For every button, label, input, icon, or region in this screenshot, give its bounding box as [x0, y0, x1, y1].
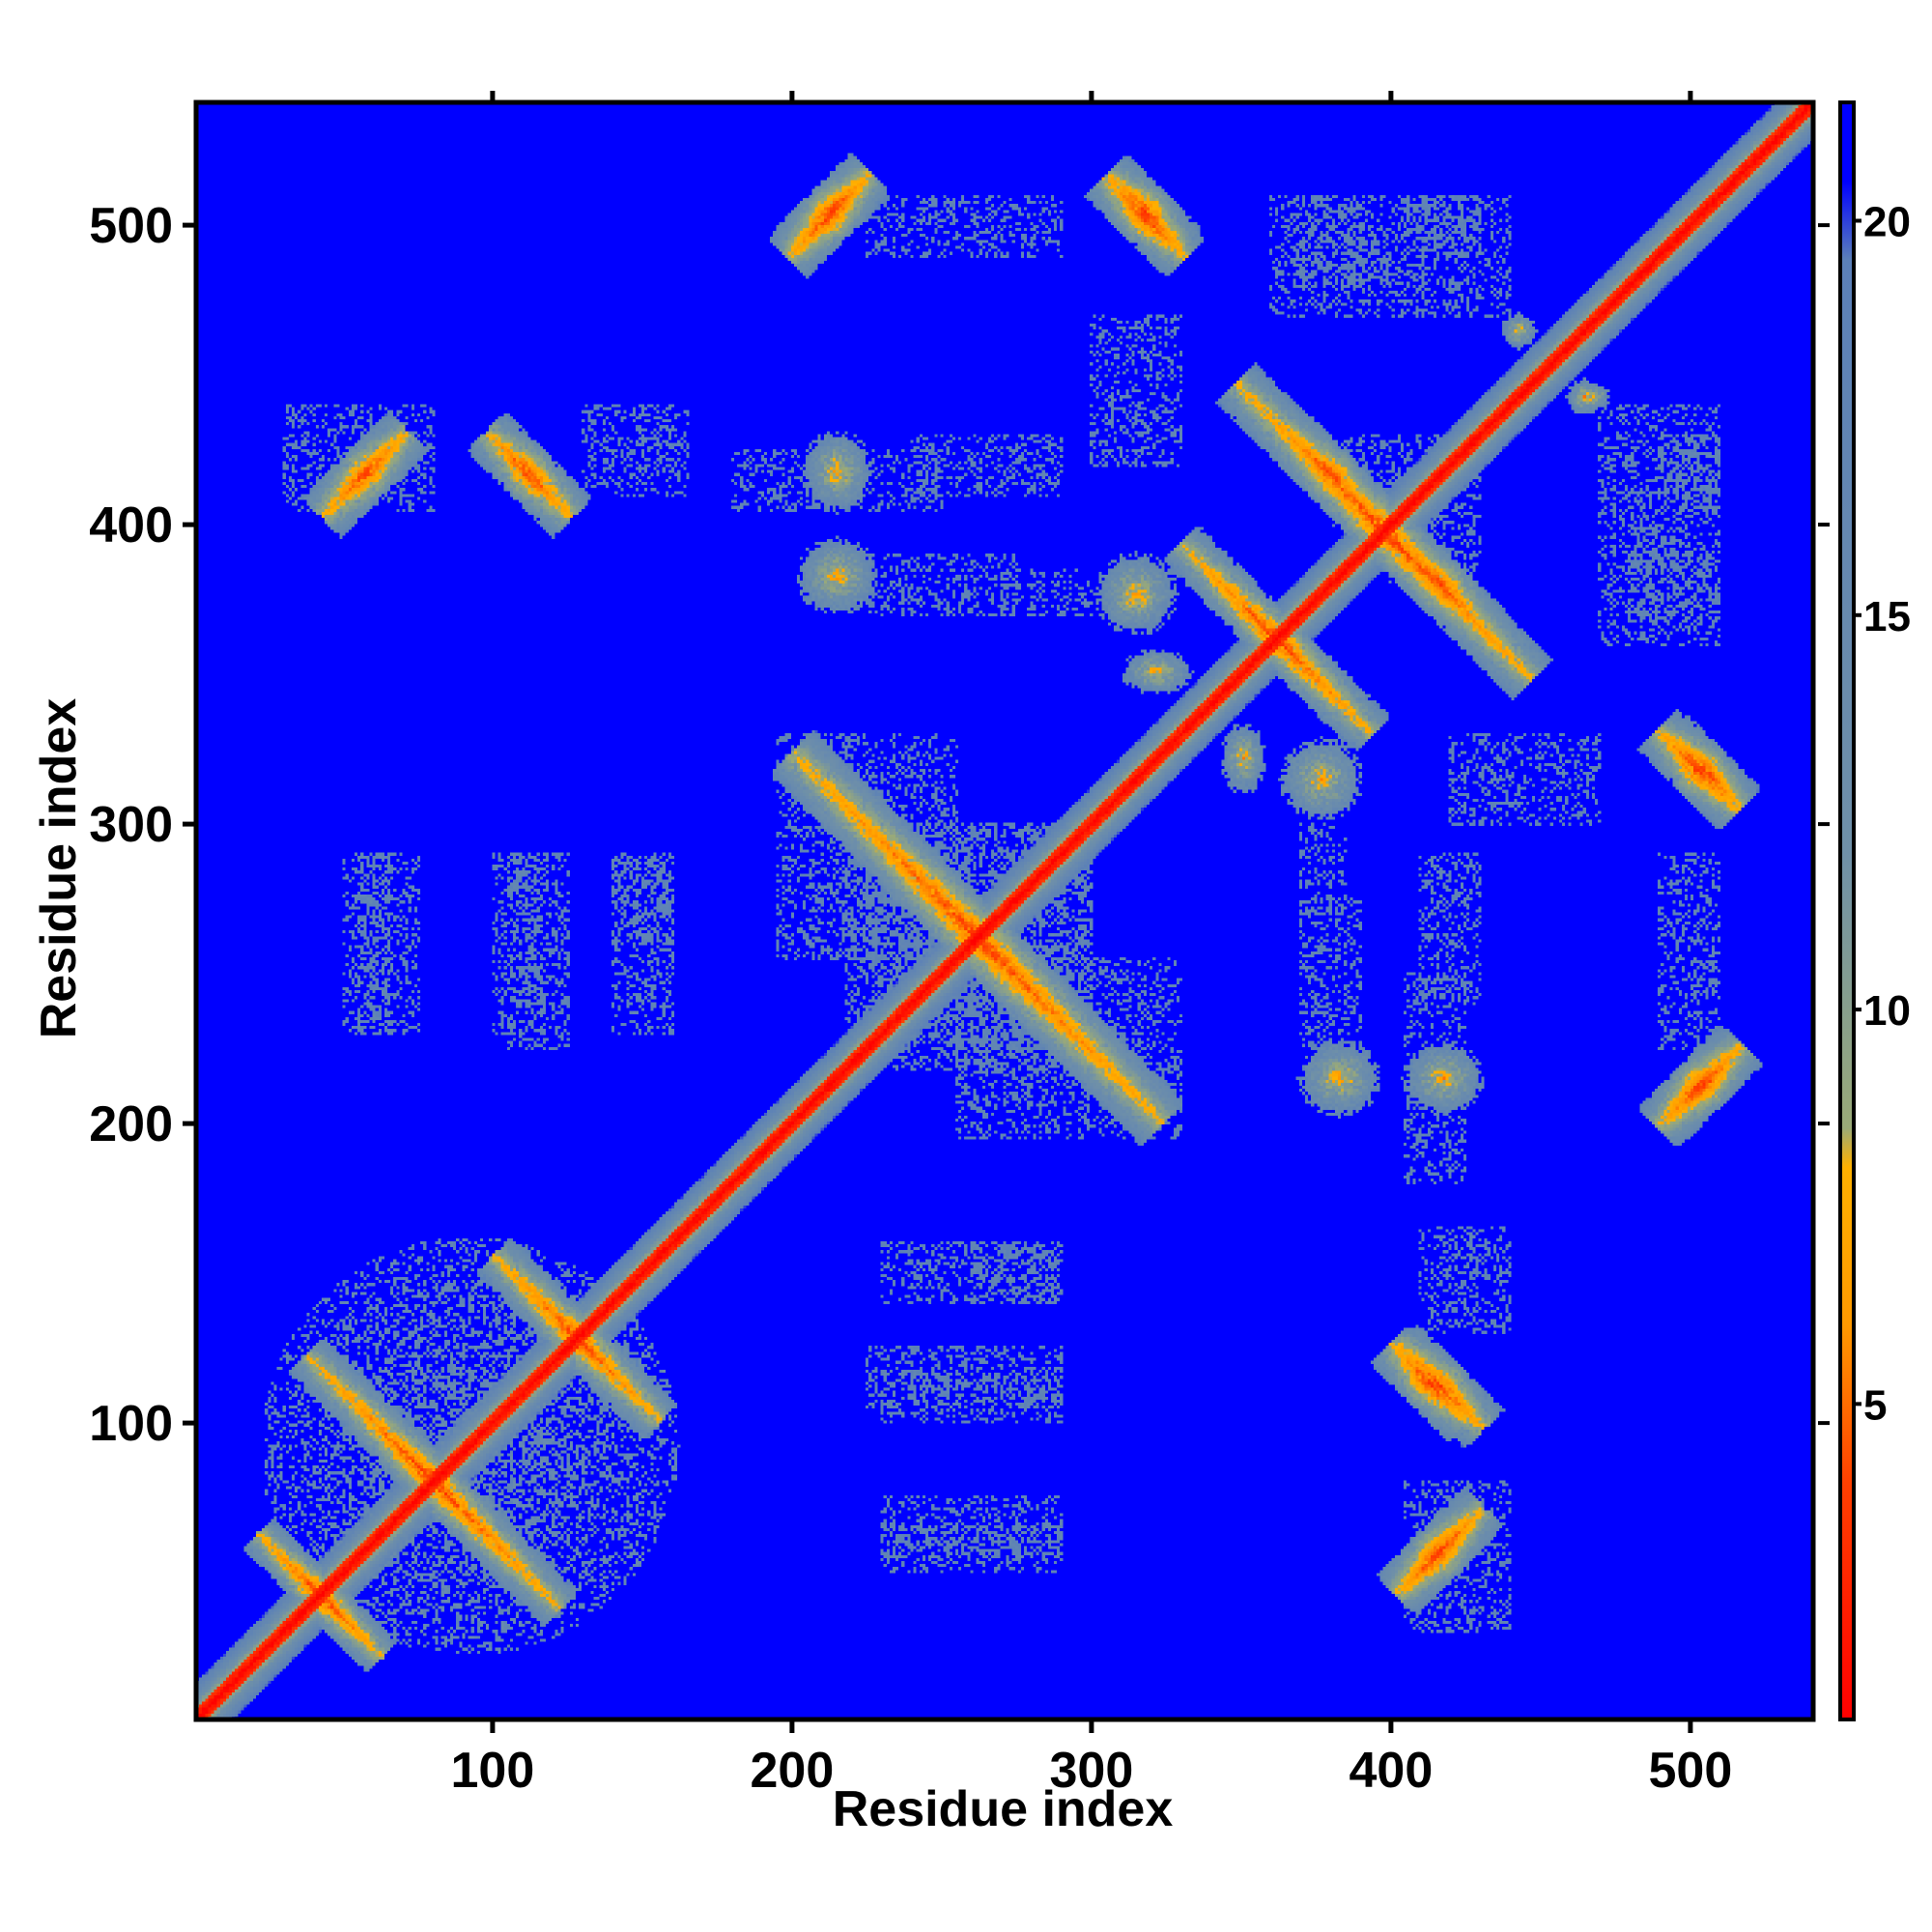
x-axis: 100 200 300 400 500	[451, 91, 1733, 1799]
x-axis-label: Residue index	[833, 1781, 1174, 1837]
y-tick-label: 100	[89, 1396, 173, 1452]
heatmap-area	[193, 99, 1816, 1722]
colorbar-tick-label: 15	[1863, 593, 1911, 640]
heatmap-image	[196, 102, 1813, 1719]
x-tick-label: 200	[751, 1743, 835, 1799]
colorbar: 5 10 15 20	[1838, 100, 1911, 1721]
y-tick-label: 500	[89, 198, 173, 254]
colorbar-tick-label: 20	[1863, 198, 1911, 245]
colorbar-gradient	[1838, 100, 1856, 1721]
x-tick-label: 100	[451, 1743, 535, 1799]
x-tick-label: 500	[1649, 1743, 1733, 1799]
y-tick-label: 400	[89, 497, 173, 554]
y-axis-label: Residue index	[31, 698, 87, 1039]
y-tick-label: 200	[89, 1096, 173, 1152]
x-tick-label: 300	[1050, 1743, 1134, 1799]
colorbar-tick-label: 5	[1863, 1381, 1887, 1429]
colorbar-tick-label: 10	[1863, 987, 1911, 1035]
y-axis: 100 200 300 400 500	[89, 198, 1830, 1452]
x-tick-label: 400	[1350, 1743, 1434, 1799]
plot-frame	[193, 99, 1816, 1722]
y-tick-label: 300	[89, 797, 173, 853]
